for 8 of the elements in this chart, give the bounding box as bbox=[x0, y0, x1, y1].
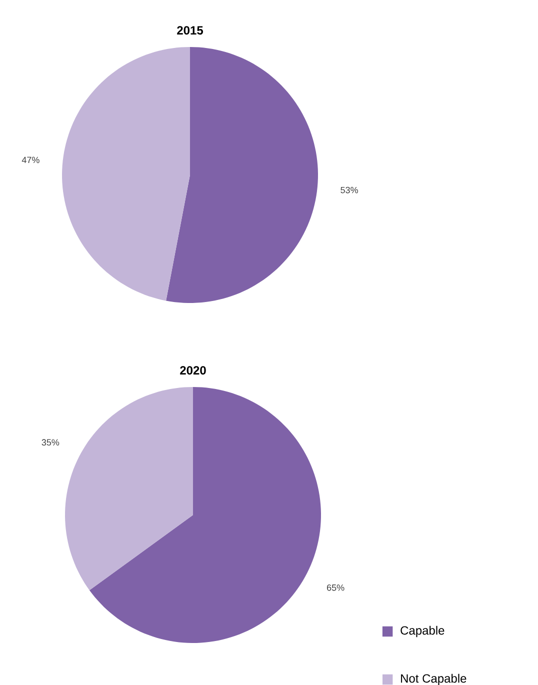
chart-title: 2020 bbox=[180, 366, 206, 375]
data-label: 53% bbox=[340, 186, 358, 194]
legend-label: Capable bbox=[400, 626, 444, 638]
chart-title: 2015 bbox=[177, 26, 204, 35]
data-label: 47% bbox=[22, 156, 40, 164]
data-label: 35% bbox=[42, 439, 60, 446]
legend-label: Not Capable bbox=[401, 674, 466, 685]
data-label: 65% bbox=[327, 584, 344, 591]
